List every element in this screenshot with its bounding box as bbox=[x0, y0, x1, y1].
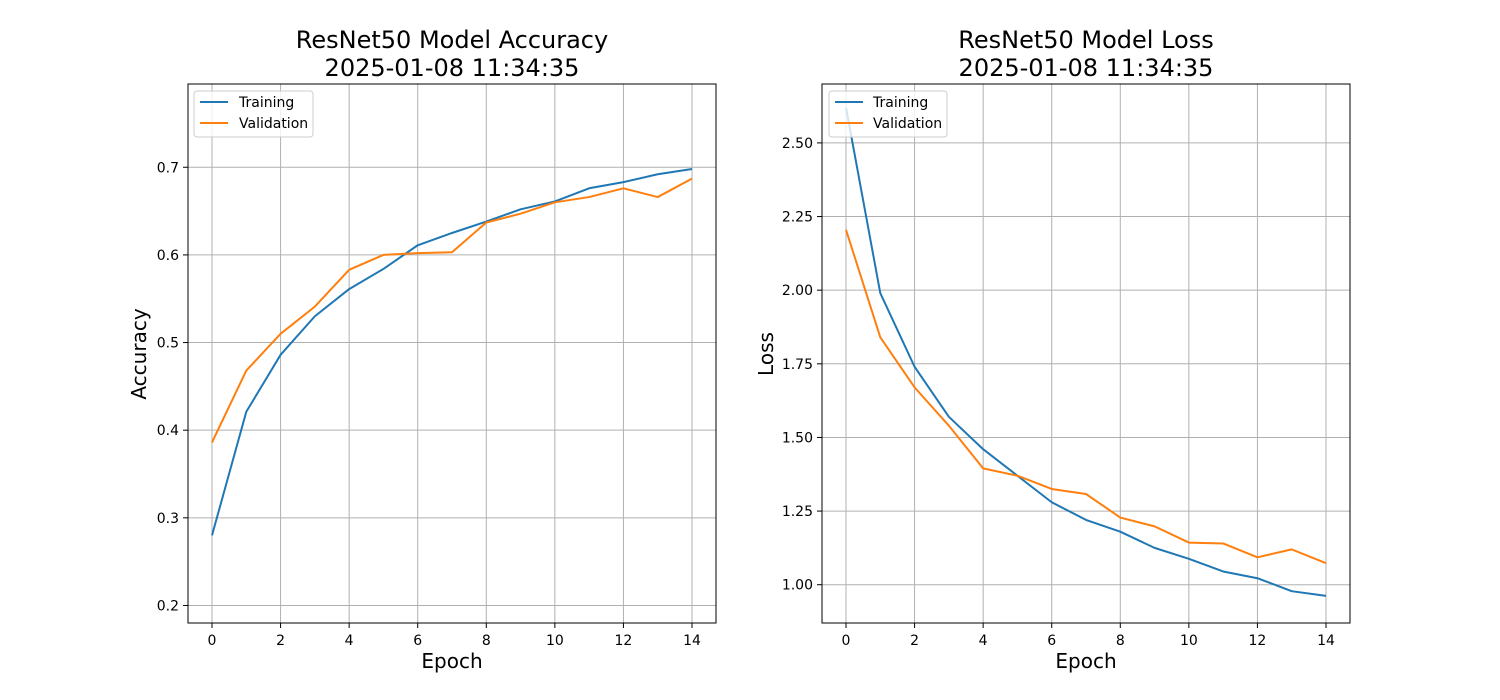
loss-y-tick-label: 2.00 bbox=[782, 283, 813, 299]
loss-chart-grid bbox=[822, 84, 1350, 623]
loss-chart-series bbox=[845, 107, 1327, 597]
accuracy-x-tick-label: 12 bbox=[615, 633, 633, 649]
loss-chart-x-axis-label: Epoch bbox=[1055, 649, 1116, 673]
accuracy-y-tick-label: 0.6 bbox=[157, 248, 179, 264]
accuracy-chart-y-ticks: 0.2 0.3 0.4 0.5 0.6 0.7 bbox=[157, 160, 188, 614]
loss-y-tick-label: 1.00 bbox=[782, 578, 813, 594]
loss-x-tick-label: 8 bbox=[1116, 633, 1125, 649]
accuracy-x-tick-label: 4 bbox=[345, 633, 354, 649]
loss-legend-training-label: Training bbox=[872, 95, 928, 111]
loss-legend-validation-label: Validation bbox=[873, 116, 942, 132]
accuracy-chart-frame bbox=[187, 83, 717, 624]
accuracy-training-line bbox=[211, 168, 693, 536]
loss-x-tick-label: 14 bbox=[1317, 633, 1335, 649]
loss-chart-legend: Training Validation bbox=[828, 90, 948, 138]
loss-training-line bbox=[845, 107, 1327, 597]
accuracy-chart-series bbox=[211, 168, 693, 536]
loss-y-tick-label: 1.75 bbox=[782, 357, 813, 373]
accuracy-chart-x-axis-label: Epoch bbox=[421, 649, 482, 673]
accuracy-x-tick-label: 10 bbox=[546, 633, 564, 649]
loss-y-tick-label: 2.50 bbox=[782, 136, 813, 152]
loss-chart-title-line1: ResNet50 Model Loss bbox=[958, 26, 1214, 54]
accuracy-legend-training-label: Training bbox=[238, 95, 294, 111]
loss-chart-y-ticks: 1.00 1.25 1.50 1.75 2.00 2.25 2.50 bbox=[782, 136, 822, 594]
accuracy-chart-grid bbox=[188, 84, 716, 623]
accuracy-x-tick-label: 0 bbox=[208, 633, 217, 649]
loss-chart-y-axis-label: Loss bbox=[754, 332, 778, 376]
accuracy-x-tick-label: 6 bbox=[413, 633, 422, 649]
loss-x-tick-label: 12 bbox=[1249, 633, 1267, 649]
accuracy-y-tick-label: 0.7 bbox=[157, 160, 179, 176]
accuracy-x-tick-label: 8 bbox=[482, 633, 491, 649]
accuracy-chart-x-ticks: 0 2 4 6 8 10 12 14 bbox=[208, 623, 701, 649]
accuracy-chart: ResNet50 Model Accuracy 2025-01-08 11:34… bbox=[127, 26, 717, 673]
loss-y-tick-label: 1.25 bbox=[782, 504, 813, 520]
loss-validation-line bbox=[845, 229, 1327, 565]
accuracy-x-tick-label: 14 bbox=[683, 633, 701, 649]
loss-chart: ResNet50 Model Loss 2025-01-08 11:34:35 … bbox=[754, 26, 1351, 673]
accuracy-y-tick-label: 0.2 bbox=[157, 598, 179, 614]
accuracy-y-tick-label: 0.4 bbox=[157, 423, 179, 439]
accuracy-chart-title-line1: ResNet50 Model Accuracy bbox=[296, 26, 608, 54]
loss-chart-title-line2: 2025-01-08 11:34:35 bbox=[959, 54, 1214, 82]
accuracy-chart-title-line2: 2025-01-08 11:34:35 bbox=[325, 54, 580, 82]
accuracy-chart-legend: Training Validation bbox=[193, 90, 314, 138]
accuracy-y-tick-label: 0.3 bbox=[157, 511, 179, 527]
accuracy-chart-y-axis-label: Accuracy bbox=[127, 308, 151, 399]
loss-x-tick-label: 6 bbox=[1047, 633, 1056, 649]
accuracy-y-tick-label: 0.5 bbox=[157, 336, 179, 352]
loss-x-tick-label: 0 bbox=[842, 633, 851, 649]
accuracy-legend-validation-label: Validation bbox=[239, 116, 308, 132]
loss-chart-frame bbox=[821, 83, 1351, 624]
loss-x-tick-label: 2 bbox=[910, 633, 919, 649]
loss-x-tick-label: 4 bbox=[979, 633, 988, 649]
loss-chart-x-ticks: 0 2 4 6 8 10 12 14 bbox=[842, 623, 1335, 649]
loss-y-tick-label: 2.25 bbox=[782, 210, 813, 226]
loss-x-tick-label: 10 bbox=[1180, 633, 1198, 649]
loss-y-tick-label: 1.50 bbox=[782, 430, 813, 446]
accuracy-x-tick-label: 2 bbox=[276, 633, 285, 649]
accuracy-validation-line bbox=[211, 177, 693, 443]
